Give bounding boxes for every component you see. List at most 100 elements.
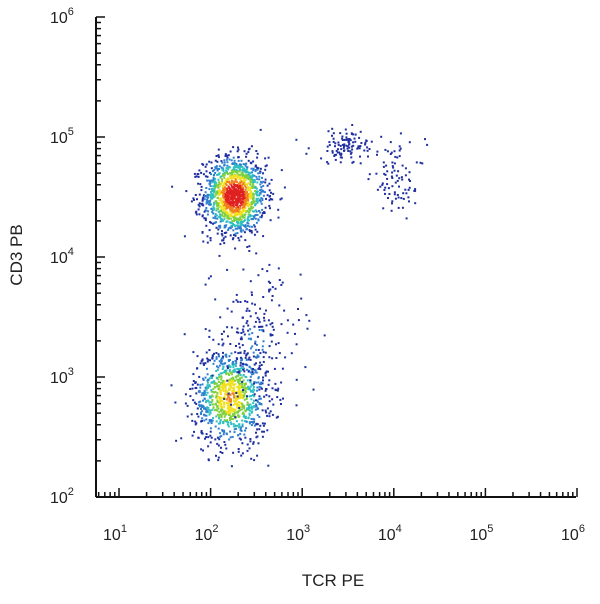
data-point [208, 182, 211, 185]
data-point [262, 184, 265, 187]
data-point [185, 190, 188, 193]
data-point [209, 385, 211, 388]
data-point [221, 411, 224, 414]
data-point [214, 215, 217, 218]
data-point [239, 207, 242, 210]
data-point [241, 328, 244, 331]
data-point [332, 132, 335, 135]
data-point [246, 449, 249, 452]
data-point [245, 427, 248, 430]
data-point [239, 364, 242, 367]
data-point [208, 408, 211, 411]
data-point [208, 335, 211, 338]
data-point [213, 352, 215, 355]
data-point [368, 173, 371, 176]
data-point [221, 234, 224, 237]
data-point [246, 379, 249, 382]
data-point [225, 200, 228, 203]
data-point [254, 408, 257, 411]
data-point [227, 383, 230, 386]
data-point [228, 410, 231, 412]
data-point [268, 189, 271, 192]
data-point [227, 192, 230, 195]
data-point [259, 199, 261, 202]
data-point [231, 210, 234, 213]
data-point [393, 169, 396, 172]
data-point [237, 450, 240, 453]
data-point [398, 185, 400, 188]
data-point [383, 172, 386, 175]
data-point [242, 204, 245, 207]
data-point [223, 212, 226, 215]
data-point [222, 422, 225, 425]
data-point [238, 197, 241, 200]
data-point [233, 396, 235, 399]
data-point [228, 368, 231, 371]
data-point [365, 140, 368, 142]
data-point [237, 380, 240, 382]
data-point [205, 401, 207, 404]
data-point [383, 189, 386, 191]
x-tick-label: 104 [378, 523, 402, 544]
data-point [233, 368, 236, 371]
data-point [235, 400, 238, 403]
data-point [270, 191, 272, 194]
data-point [404, 167, 407, 170]
data-point [232, 404, 235, 406]
data-point [359, 145, 362, 148]
data-point [220, 232, 223, 235]
data-point [249, 385, 252, 388]
data-point [221, 211, 224, 214]
data-point [208, 160, 211, 163]
data-point [202, 379, 205, 381]
data-point [248, 229, 251, 232]
data-point [204, 191, 207, 194]
data-point [269, 281, 272, 284]
data-point [398, 155, 401, 158]
data-point [219, 391, 222, 394]
data-point [235, 198, 238, 200]
data-point [249, 403, 252, 406]
data-point [200, 448, 203, 451]
data-point [349, 152, 352, 155]
data-point [247, 215, 250, 218]
data-point [226, 203, 229, 206]
data-point [405, 192, 408, 195]
data-point [391, 185, 394, 188]
data-point [205, 224, 208, 227]
data-point [424, 138, 426, 141]
data-point [212, 362, 215, 365]
data-point [215, 155, 218, 157]
data-point [231, 192, 234, 195]
data-point [271, 398, 274, 401]
data-point [250, 167, 253, 170]
data-point [258, 385, 261, 388]
data-point [269, 288, 272, 291]
data-point [246, 197, 249, 200]
data-point [210, 207, 213, 210]
data-point [266, 429, 269, 432]
data-point [237, 187, 240, 190]
data-point [229, 411, 232, 414]
data-point [370, 140, 373, 143]
data-point [230, 217, 233, 220]
data-point [200, 189, 203, 192]
data-point [252, 206, 255, 209]
data-point [346, 147, 349, 150]
data-point [223, 441, 226, 443]
data-point [350, 132, 353, 135]
data-point [213, 184, 216, 187]
data-point [228, 188, 231, 191]
data-point [211, 408, 214, 411]
data-point [221, 218, 223, 221]
data-point [225, 371, 228, 374]
data-point [241, 216, 244, 219]
data-point [238, 389, 241, 392]
data-point [243, 398, 246, 401]
data-point [237, 200, 240, 203]
data-point [242, 163, 245, 166]
data-point [206, 391, 209, 394]
data-point [281, 367, 284, 370]
data-point [256, 400, 259, 403]
data-point [222, 193, 225, 196]
